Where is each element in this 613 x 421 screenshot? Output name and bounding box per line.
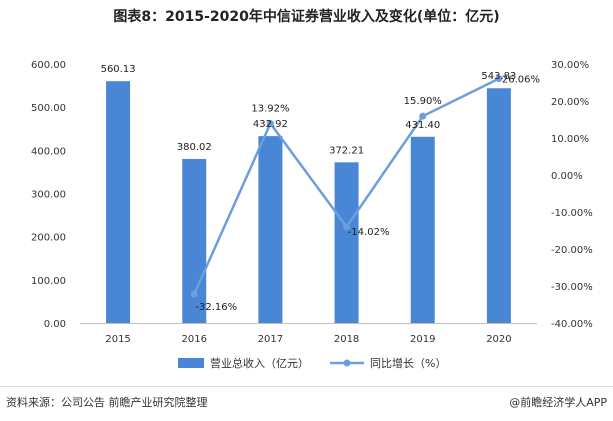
x-tick-label: 2020: [486, 334, 511, 345]
growth-point: [266, 119, 274, 127]
growth-value-label: -14.02%: [348, 227, 390, 238]
bar-line-chart: 0.00 100.00 200.00 300.00 400.00 500.00 600.00…: [31, 60, 593, 370]
y-right-tick-label: -30.00%: [551, 282, 593, 293]
growth-point: [190, 290, 198, 298]
y-left-tick-label: 600.00: [31, 60, 66, 71]
y-right-tick-label: 20.00%: [551, 97, 589, 108]
bar: [486, 88, 511, 323]
bar-value-label: 372.21: [329, 145, 364, 156]
bar: [334, 162, 359, 323]
y-right-tick-label: 0.00%: [551, 171, 583, 182]
bar-value-label: 431.40: [405, 120, 440, 131]
y-right-tick-label: -10.00%: [551, 208, 593, 219]
y-left-tick-label: 200.00: [31, 233, 66, 244]
x-tick-label: 2019: [410, 334, 435, 345]
x-tick-label: 2017: [258, 334, 283, 345]
bar: [410, 136, 435, 323]
y-right-tick-label: -20.00%: [551, 245, 593, 256]
bar-value-label: 543.83: [481, 71, 516, 82]
y-right-tick-label: 30.00%: [551, 60, 589, 71]
growth-point: [495, 75, 503, 83]
legend-line-label: 同比增长（%）: [370, 356, 446, 370]
y-left-tick-label: 400.00: [31, 146, 66, 157]
legend-bar-swatch: [178, 358, 204, 368]
x-tick-label: 2015: [105, 334, 130, 345]
bar: [106, 81, 131, 324]
y-right-tick-label: 10.00%: [551, 134, 589, 145]
growth-value-label: 26.06%: [502, 75, 540, 86]
bar-value-label: 432.92: [253, 119, 288, 130]
legend-line-marker: [343, 359, 351, 367]
x-tick-label: 2018: [334, 334, 359, 345]
footer: 资料来源：公司公告 前瞻产业研究院整理 @前瞻经济学人APP: [6, 394, 607, 414]
bar-value-label: 560.13: [101, 64, 136, 75]
y-left-tick-label: 100.00: [31, 276, 66, 287]
growth-point: [419, 112, 427, 120]
bar: [258, 136, 283, 323]
legend-bar-label: 营业总收入（亿元）: [210, 356, 309, 370]
x-tick-label: 2016: [182, 334, 207, 345]
footer-divider: [0, 386, 613, 387]
growth-value-label: 13.92%: [251, 103, 289, 114]
bar: [182, 158, 207, 323]
brand-credit: @前瞻经济学人APP: [509, 396, 607, 409]
growth-value-label: -32.16%: [195, 302, 237, 313]
source-note: 资料来源：公司公告 前瞻产业研究院整理: [6, 396, 208, 409]
y-left-tick-label: 300.00: [31, 190, 66, 201]
y-left-tick-label: 0.00: [44, 319, 66, 330]
growth-value-label: 15.90%: [404, 96, 442, 107]
chart-title: 图表8：2015-2020年中信证券营业收入及变化(单位：亿元): [113, 9, 500, 25]
y-right-tick-label: -40.00%: [551, 319, 593, 330]
y-left-tick-label: 500.00: [31, 103, 66, 114]
bar-value-label: 380.02: [177, 142, 212, 153]
growth-point: [343, 223, 351, 231]
